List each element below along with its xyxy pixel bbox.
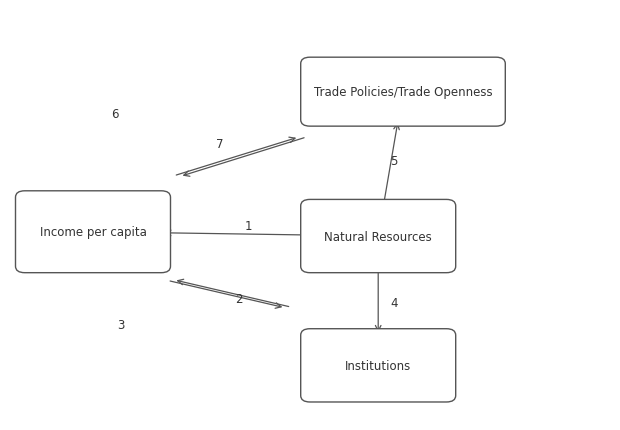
FancyBboxPatch shape: [16, 191, 170, 273]
Text: 1: 1: [244, 219, 252, 232]
FancyBboxPatch shape: [301, 200, 456, 273]
Text: Income per capita: Income per capita: [40, 226, 146, 239]
Text: 5: 5: [390, 155, 397, 168]
FancyBboxPatch shape: [301, 58, 505, 127]
Text: 3: 3: [117, 318, 125, 331]
Text: 2: 2: [235, 292, 242, 305]
Text: 4: 4: [390, 297, 397, 310]
Text: Trade Policies/Trade Openness: Trade Policies/Trade Openness: [314, 86, 492, 99]
Text: 7: 7: [216, 138, 224, 150]
FancyBboxPatch shape: [301, 329, 456, 402]
Text: Institutions: Institutions: [345, 359, 411, 372]
Text: Natural Resources: Natural Resources: [324, 230, 432, 243]
Text: 6: 6: [111, 108, 118, 120]
